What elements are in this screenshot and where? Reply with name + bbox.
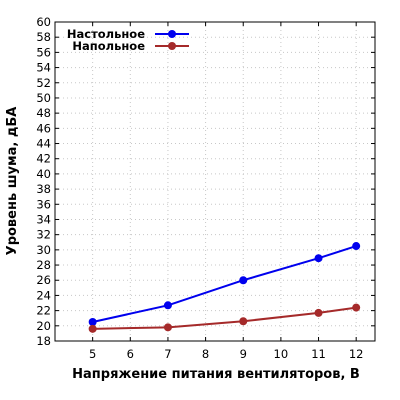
x-tick-label: 5 bbox=[89, 347, 96, 361]
x-tick-label: 12 bbox=[349, 347, 364, 361]
y-tick-label: 54 bbox=[36, 61, 51, 75]
x-axis-title: Напряжение питания вентиляторов, В bbox=[72, 367, 360, 382]
y-tick-label: 20 bbox=[36, 319, 51, 333]
x-tick-label: 9 bbox=[240, 347, 247, 361]
y-tick-label: 18 bbox=[36, 334, 51, 348]
y-tick-label: 28 bbox=[36, 258, 51, 272]
legend-label-1: Настольное bbox=[67, 27, 145, 41]
series-point-2 bbox=[163, 323, 172, 332]
series-point-2 bbox=[239, 317, 248, 326]
y-tick-label: 38 bbox=[36, 182, 51, 196]
y-tick-label: 34 bbox=[36, 212, 51, 226]
y-axis-title: Уровень шума, дБА bbox=[5, 107, 20, 256]
x-tick-label: 11 bbox=[311, 347, 326, 361]
y-tick-label: 24 bbox=[36, 288, 51, 302]
series-point-1 bbox=[239, 276, 248, 285]
legend-marker-1 bbox=[168, 30, 176, 38]
series-point-1 bbox=[163, 301, 172, 310]
y-tick-label: 48 bbox=[36, 106, 51, 120]
series-point-2 bbox=[352, 303, 361, 312]
legend-marker-2 bbox=[168, 42, 176, 50]
series-point-1 bbox=[88, 318, 97, 327]
y-tick-label: 30 bbox=[36, 243, 51, 257]
y-tick-label: 46 bbox=[36, 121, 51, 135]
y-tick-label: 32 bbox=[36, 228, 51, 242]
series-point-2 bbox=[314, 308, 323, 317]
x-tick-label: 10 bbox=[274, 347, 289, 361]
y-tick-label: 36 bbox=[36, 197, 51, 211]
series-point-2 bbox=[88, 324, 97, 333]
y-tick-label: 44 bbox=[36, 137, 51, 151]
series-point-1 bbox=[352, 242, 361, 251]
legend-label-2: Напольное bbox=[72, 39, 145, 53]
y-tick-label: 60 bbox=[36, 15, 51, 29]
x-tick-label: 6 bbox=[127, 347, 134, 361]
series-point-1 bbox=[314, 254, 323, 263]
y-tick-label: 40 bbox=[36, 167, 51, 181]
y-tick-label: 52 bbox=[36, 76, 51, 90]
y-tick-label: 42 bbox=[36, 152, 51, 166]
x-tick-label: 7 bbox=[164, 347, 171, 361]
y-tick-label: 50 bbox=[36, 91, 51, 105]
y-tick-label: 22 bbox=[36, 304, 51, 318]
y-tick-label: 58 bbox=[36, 30, 51, 44]
x-tick-label: 8 bbox=[202, 347, 209, 361]
y-tick-label: 56 bbox=[36, 45, 51, 59]
plot-frame bbox=[54, 21, 376, 342]
y-tick-label: 26 bbox=[36, 273, 51, 287]
